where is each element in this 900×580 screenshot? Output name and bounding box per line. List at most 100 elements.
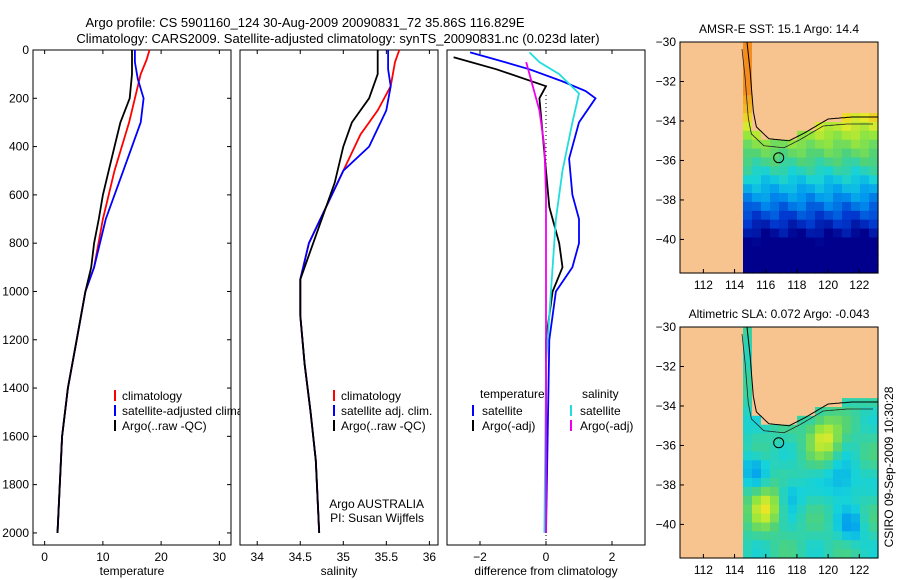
map-cell [770, 95, 780, 105]
map-cell [680, 513, 690, 524]
map-cell [842, 540, 852, 550]
map-cell [734, 371, 744, 381]
map-cell [797, 219, 807, 230]
map-cell [734, 157, 744, 167]
map-cell [707, 95, 717, 105]
map-cell [779, 77, 789, 87]
map-cell [788, 113, 798, 123]
map-cell [788, 389, 798, 399]
map-cell [815, 460, 825, 470]
map-cell [806, 95, 816, 105]
map-cell [788, 415, 798, 426]
map-cell [788, 193, 798, 203]
map-cell [797, 389, 807, 399]
map-cell [815, 255, 825, 265]
map-cell [824, 50, 834, 61]
map-cell [815, 148, 825, 159]
map-cell [743, 86, 753, 96]
map-cell [824, 77, 834, 87]
map-cell [779, 228, 789, 239]
map-cell [770, 531, 780, 541]
map-cell [869, 193, 879, 203]
map-cell [743, 68, 753, 79]
map-cell [779, 407, 789, 417]
map-cell [779, 104, 789, 114]
map-cell [734, 264, 744, 274]
map-cell [689, 486, 699, 497]
map-cell [680, 433, 690, 444]
map-cell [815, 59, 825, 70]
map-cell [680, 478, 690, 488]
map-cell [824, 540, 834, 550]
map-cell [815, 478, 825, 488]
map-cell [860, 451, 870, 461]
map-cell [725, 246, 735, 256]
map-cell [734, 113, 744, 123]
map-cell [824, 486, 834, 497]
map-cell [779, 531, 789, 541]
map-cell [734, 201, 744, 212]
map-cell [761, 504, 771, 515]
map-cell [716, 398, 726, 408]
map-cell [752, 201, 762, 212]
map-cell [707, 344, 717, 355]
map-cell [725, 540, 735, 550]
map-cell [806, 59, 816, 70]
map-cell [806, 210, 816, 221]
map-cell [788, 130, 798, 141]
map-cell [788, 531, 798, 541]
map-cell [788, 228, 798, 239]
map-cell [851, 451, 861, 461]
map-cell [869, 148, 879, 159]
map-cell [788, 344, 798, 355]
map-cell [716, 113, 726, 123]
map-cell [806, 353, 816, 364]
map-cell [860, 130, 870, 141]
map-cell [716, 353, 726, 364]
map-cell [806, 201, 816, 212]
map-cell [797, 228, 807, 239]
map-cell [770, 451, 780, 461]
map-cell [743, 193, 753, 203]
map-cell [752, 549, 762, 559]
map-cell [716, 504, 726, 515]
map-cell [734, 407, 744, 417]
map-cell [869, 175, 879, 185]
map-cell [761, 495, 771, 506]
map-cell [860, 104, 870, 114]
map-cell [707, 166, 717, 176]
map-cell [716, 478, 726, 488]
map-cell [860, 353, 870, 364]
map-cell [707, 104, 717, 114]
map-cell [815, 442, 825, 452]
map-cell [860, 201, 870, 212]
map-cell [698, 255, 708, 265]
map-cell [842, 68, 852, 79]
map-cell [779, 255, 789, 265]
map-cell [743, 246, 753, 256]
map-cell [788, 540, 798, 550]
map-cell [770, 424, 780, 435]
map-cell [716, 42, 726, 52]
map-cell [689, 193, 699, 203]
map-cell [743, 335, 753, 346]
map-cell [752, 513, 762, 524]
map-cell [824, 255, 834, 265]
map-cell [851, 353, 861, 364]
map-cell [761, 42, 771, 52]
map-cell [716, 442, 726, 452]
map-cell [815, 193, 825, 203]
map-cell [824, 228, 834, 239]
map-cell [797, 424, 807, 435]
map-cell [698, 344, 708, 355]
x-tick-label: 122 [849, 563, 869, 577]
map-cell [761, 522, 771, 532]
map-cell [824, 130, 834, 141]
map-cell [815, 42, 825, 52]
map-cell [716, 407, 726, 417]
map-cell [680, 42, 690, 52]
map-cell [851, 371, 861, 381]
map-cell [797, 237, 807, 247]
legend-label: satellite [482, 404, 523, 418]
map-cell [815, 344, 825, 355]
